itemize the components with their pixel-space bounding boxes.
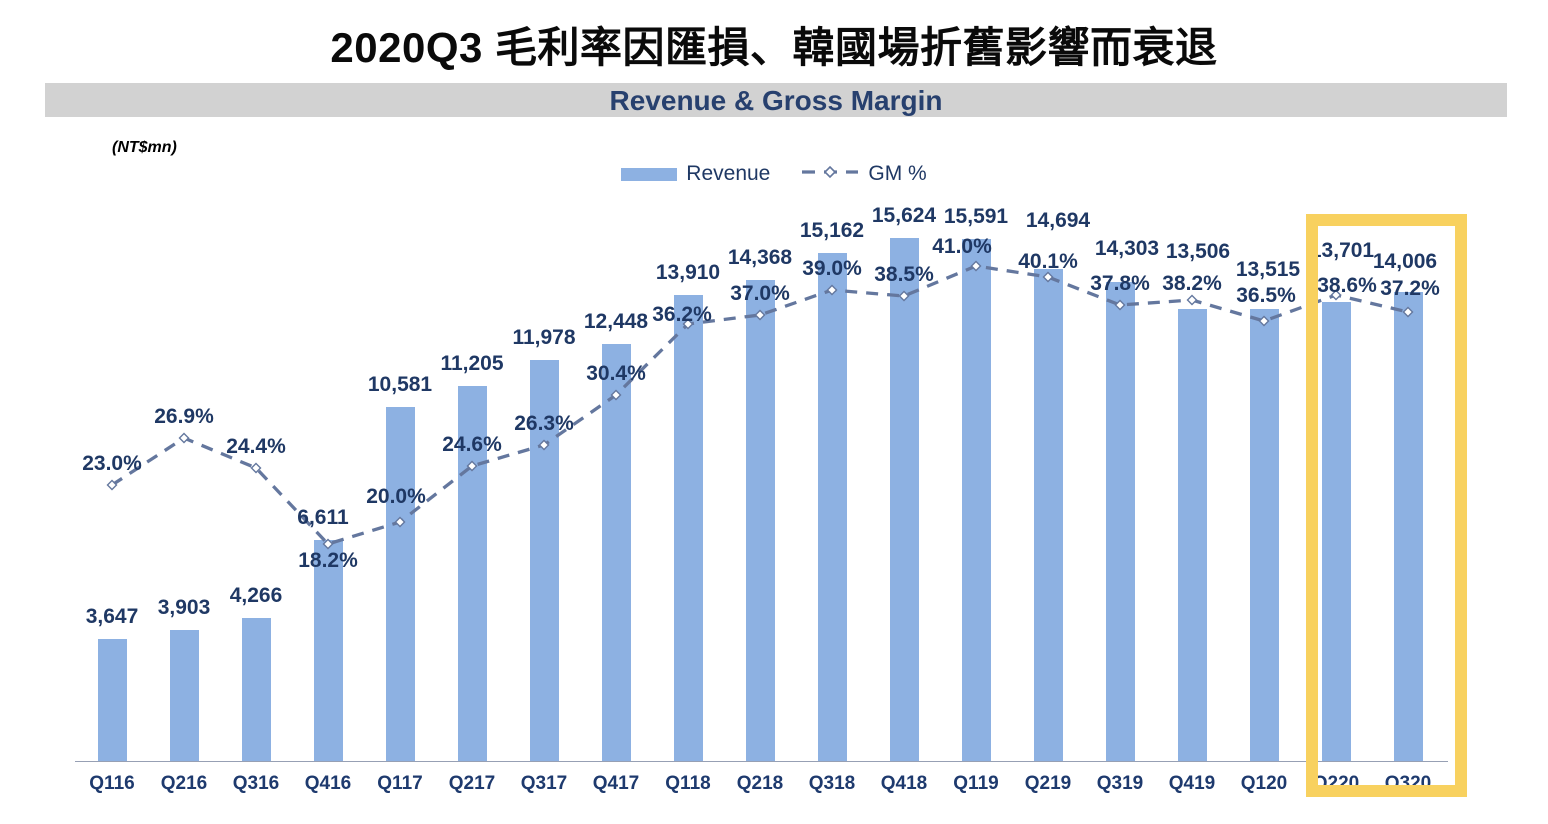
page-title: 2020Q3 毛利率因匯損、韓國場折舊影響而衰退 <box>330 24 1218 71</box>
x-axis-label-q418: Q418 <box>880 773 928 794</box>
revenue-value-label-q219: 14,694 <box>1025 209 1091 232</box>
revenue-value-label-q419: 13,506 <box>1165 240 1231 263</box>
x-axis-label-q116: Q116 <box>89 773 135 794</box>
revenue-value-label-q217: 11,205 <box>440 352 504 375</box>
revenue-value-label-q216: 3,903 <box>157 596 211 619</box>
x-axis-label-q117: Q117 <box>377 773 423 794</box>
legend-gm-label: GM % <box>868 162 927 185</box>
revenue-bar-q418 <box>889 238 919 761</box>
x-axis-label-q316: Q316 <box>232 773 280 794</box>
x-axis-label-q318: Q318 <box>808 773 856 794</box>
revenue-bar-q120 <box>1249 309 1279 761</box>
legend: Revenue GM % <box>0 161 1548 187</box>
x-axis-label-q317: Q317 <box>520 773 568 794</box>
gm-value-label-q216: 26.9% <box>154 405 214 428</box>
gm-value-label-q318: 39.0% <box>802 257 862 280</box>
gm-value-label-q116: 23.0% <box>82 452 142 475</box>
revenue-value-label-q116: 3,647 <box>85 605 139 628</box>
gm-value-label-q320: 37.2% <box>1380 277 1440 300</box>
x-axis-label-q119: Q119 <box>953 773 999 794</box>
x-axis-label-q419: Q419 <box>1168 773 1216 794</box>
revenue-bar-q316 <box>241 618 271 761</box>
revenue-bar-q319 <box>1105 282 1135 761</box>
revenue-value-label-q218: 14,368 <box>727 246 793 269</box>
gm-value-label-q418: 38.5% <box>874 263 934 286</box>
revenue-bar-q219 <box>1033 269 1063 761</box>
gm-value-label-q319: 37.8% <box>1090 272 1150 295</box>
x-axis-label-q219: Q219 <box>1024 773 1072 794</box>
chart-section-header-label: Revenue & Gross Margin <box>609 85 943 116</box>
revenue-value-label-q418: 15,624 <box>871 204 937 227</box>
gm-value-label-q120: 36.5% <box>1236 284 1296 307</box>
gm-value-label-q220: 38.6% <box>1317 274 1377 297</box>
revenue-swatch-icon <box>621 167 678 181</box>
gm-value-label-q219: 40.1% <box>1018 250 1078 273</box>
gm-line-swatch-icon <box>801 164 859 185</box>
gm-value-label-q416: 18.2% <box>298 549 358 572</box>
gm-value-label-q317: 26.3% <box>514 412 574 435</box>
revenue-value-label-q416: 6,611 <box>297 506 349 529</box>
x-axis-label-q319: Q319 <box>1096 773 1144 794</box>
highlight-box-q220-q320 <box>1306 214 1467 797</box>
gm-value-label-q417: 30.4% <box>586 362 646 385</box>
revenue-bar-q117 <box>385 407 415 761</box>
revenue-value-label-q220: 13,701 <box>1309 239 1375 262</box>
chart-section-header: Revenue & Gross Margin <box>45 83 1507 117</box>
revenue-value-label-q119: 15,591 <box>943 205 1009 228</box>
x-axis-label-q118: Q118 <box>665 773 711 794</box>
revenue-bar-q119 <box>961 239 991 761</box>
revenue-bar-q416 <box>313 540 343 761</box>
revenue-value-label-q319: 14,303 <box>1094 237 1160 260</box>
gm-value-label-q218: 37.0% <box>730 282 790 305</box>
revenue-value-label-q318: 15,162 <box>799 219 865 242</box>
revenue-bar-q116 <box>97 639 127 761</box>
revenue-bar-q318 <box>817 253 847 761</box>
gm-value-label-q316: 24.4% <box>226 435 286 458</box>
revenue-bar-q216 <box>169 630 199 761</box>
axis-unit-note: (NT$mn) <box>112 139 177 156</box>
gm-value-label-q117: 20.0% <box>366 485 426 508</box>
revenue-bar-q417 <box>601 344 631 761</box>
x-axis-label-q416: Q416 <box>304 773 352 794</box>
revenue-value-label-q317: 11,978 <box>512 326 576 349</box>
gm-point-marker-q116 <box>106 479 118 491</box>
revenue-value-label-q120: 13,515 <box>1235 258 1301 281</box>
revenue-bar-q419 <box>1177 309 1207 761</box>
revenue-value-label-q417: 12,448 <box>583 310 649 333</box>
gm-point-marker-q316 <box>250 462 262 474</box>
x-axis-line <box>75 761 1448 762</box>
x-axis-label-q218: Q218 <box>736 773 784 794</box>
revenue-value-label-q316: 4,266 <box>229 584 283 607</box>
revenue-value-label-q320: 14,006 <box>1372 250 1438 273</box>
gm-value-label-q217: 24.6% <box>442 433 502 456</box>
x-axis-label-q217: Q217 <box>448 773 496 794</box>
gm-value-label-q119: 41.0% <box>932 235 992 258</box>
gm-value-label-q118: 36.2% <box>652 303 712 326</box>
legend-revenue-label: Revenue <box>686 162 771 185</box>
revenue-value-label-q118: 13,910 <box>655 261 721 284</box>
x-axis-label-q216: Q216 <box>160 773 208 794</box>
gm-value-label-q419: 38.2% <box>1162 272 1222 295</box>
revenue-value-label-q117: 10,581 <box>367 373 433 396</box>
x-axis-label-q417: Q417 <box>592 773 640 794</box>
x-axis-label-q120: Q120 <box>1240 773 1288 794</box>
revenue-bar-q218 <box>745 280 775 761</box>
